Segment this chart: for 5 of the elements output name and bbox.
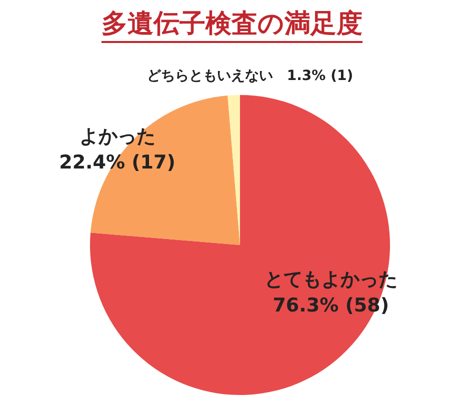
slice-label: よかった: [79, 125, 156, 148]
pie-slice: [228, 95, 240, 245]
chart-title: 多遺伝子検査の満足度: [102, 9, 362, 39]
slice-label: どちらともいえない: [146, 68, 287, 84]
data-label: 1.3% (1): [286, 68, 354, 84]
